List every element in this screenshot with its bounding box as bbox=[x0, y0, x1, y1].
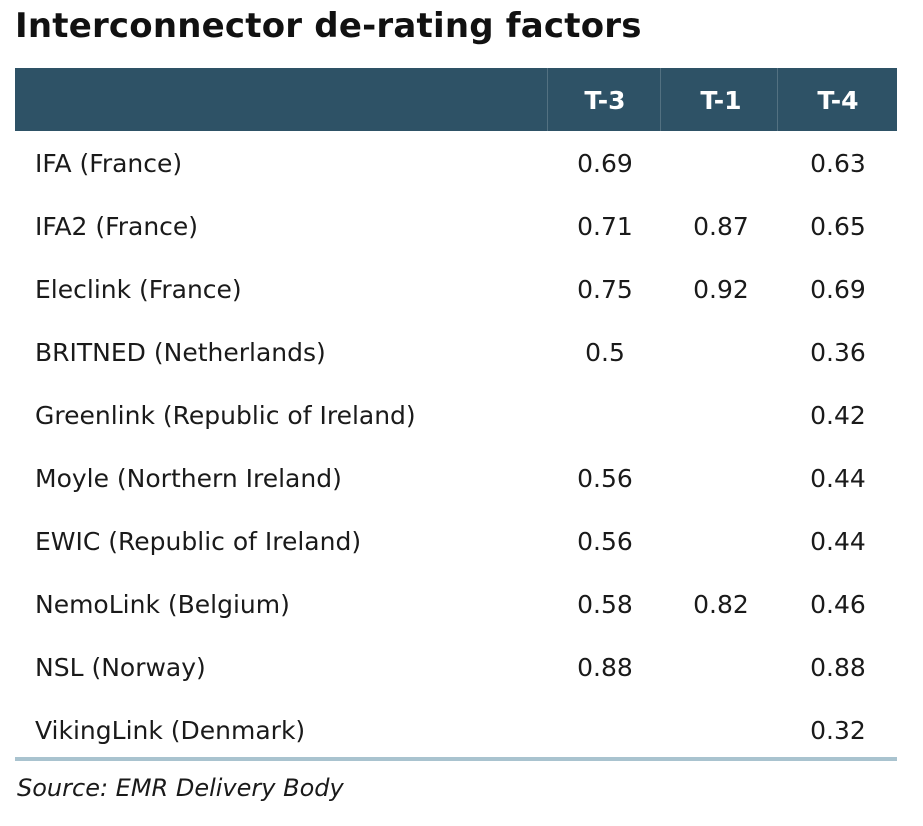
table-row: VikingLink (Denmark) 0.32 bbox=[15, 698, 897, 761]
interconnector-name: Moyle (Northern Ireland) bbox=[35, 464, 342, 493]
t1-value bbox=[671, 635, 771, 698]
interconnector-name: VikingLink (Denmark) bbox=[35, 716, 306, 745]
interconnector-name: IFA (France) bbox=[35, 149, 183, 178]
t4-value: 0.44 bbox=[810, 527, 866, 556]
table-row: IFA (France) 0.69 0.63 bbox=[15, 131, 897, 194]
t3-value: 0.56 bbox=[577, 527, 633, 556]
derating-table: T-3 T-1 T-4 IFA (France) 0.69 0.63 IFA2 (Fr… bbox=[15, 68, 897, 761]
column-header-t3: T-3 bbox=[584, 86, 626, 115]
t4-value: 0.36 bbox=[810, 338, 866, 367]
t3-value: 0.88 bbox=[577, 653, 633, 682]
t4-value: 0.44 bbox=[810, 464, 866, 493]
t1-value bbox=[671, 320, 771, 383]
table-bottom-rule bbox=[15, 757, 897, 761]
table-row: BRITNED (Netherlands) 0.5 0.36 bbox=[15, 320, 897, 383]
t3-value bbox=[555, 383, 655, 446]
t3-value: 0.75 bbox=[577, 275, 633, 304]
t1-value bbox=[671, 698, 771, 761]
table-header: T-3 T-1 T-4 bbox=[15, 68, 897, 131]
interconnector-name: BRITNED (Netherlands) bbox=[35, 338, 326, 367]
t3-value: 0.5 bbox=[585, 338, 625, 367]
t4-value: 0.69 bbox=[810, 275, 866, 304]
t1-value bbox=[671, 383, 771, 446]
table-row: Moyle (Northern Ireland) 0.56 0.44 bbox=[15, 446, 897, 509]
interconnector-name: Eleclink (France) bbox=[35, 275, 242, 304]
source-note: Source: EMR Delivery Body bbox=[17, 774, 344, 802]
t1-value bbox=[671, 509, 771, 572]
t3-value: 0.69 bbox=[577, 149, 633, 178]
interconnector-name: IFA2 (France) bbox=[35, 212, 199, 241]
t3-value: 0.56 bbox=[577, 464, 633, 493]
t3-value: 0.58 bbox=[577, 590, 633, 619]
column-header-t1: T-1 bbox=[700, 86, 742, 115]
column-header-t4: T-4 bbox=[817, 86, 859, 115]
t4-value: 0.32 bbox=[810, 716, 866, 745]
chart-title: Interconnector de-rating factors bbox=[15, 6, 642, 46]
header-divider bbox=[660, 68, 661, 131]
header-divider bbox=[547, 68, 548, 131]
table-row: Greenlink (Republic of Ireland) 0.42 bbox=[15, 383, 897, 446]
table-row: EWIC (Republic of Ireland) 0.56 0.44 bbox=[15, 509, 897, 572]
t4-value: 0.63 bbox=[810, 149, 866, 178]
interconnector-name: EWIC (Republic of Ireland) bbox=[35, 527, 362, 556]
table-body: IFA (France) 0.69 0.63 IFA2 (France) 0.71 0.8… bbox=[15, 131, 897, 761]
t1-value bbox=[671, 446, 771, 509]
t1-value: 0.82 bbox=[693, 590, 749, 619]
table-row: Eleclink (France) 0.75 0.92 0.69 bbox=[15, 257, 897, 320]
table-row: NemoLink (Belgium) 0.58 0.82 0.46 bbox=[15, 572, 897, 635]
table-row: NSL (Norway) 0.88 0.88 bbox=[15, 635, 897, 698]
t1-value bbox=[671, 131, 771, 194]
t4-value: 0.46 bbox=[810, 590, 866, 619]
t1-value: 0.87 bbox=[693, 212, 749, 241]
interconnector-name: NemoLink (Belgium) bbox=[35, 590, 290, 619]
table-row: IFA2 (France) 0.71 0.87 0.65 bbox=[15, 194, 897, 257]
t3-value bbox=[555, 698, 655, 761]
interconnector-name: Greenlink (Republic of Ireland) bbox=[35, 401, 416, 430]
header-divider bbox=[777, 68, 778, 131]
t4-value: 0.42 bbox=[810, 401, 866, 430]
interconnector-name: NSL (Norway) bbox=[35, 653, 206, 682]
t3-value: 0.71 bbox=[577, 212, 633, 241]
t4-value: 0.65 bbox=[810, 212, 866, 241]
t1-value: 0.92 bbox=[693, 275, 749, 304]
t4-value: 0.88 bbox=[810, 653, 866, 682]
